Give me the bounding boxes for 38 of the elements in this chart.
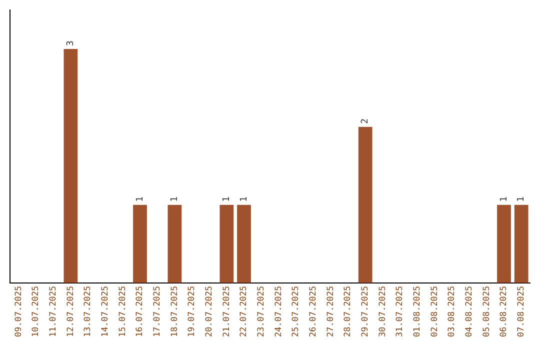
data-label: 1 [499,196,510,202]
x-tick-label: 06.08.2025 [499,286,510,338]
x-tick-label: 05.08.2025 [482,286,492,338]
data-label: 3 [66,40,76,46]
data-label: 1 [222,196,232,202]
x-tick-label: 18.07.2025 [170,286,180,338]
x-tick-label: 13.07.2025 [83,286,94,338]
data-label: 1 [135,196,146,202]
x-tick-label: 02.08.2025 [430,286,440,338]
x-tick-label: 04.08.2025 [464,286,475,338]
data-label: 2 [360,118,371,124]
x-tick-label: 16.07.2025 [135,286,146,338]
x-tick-label: 31.07.2025 [395,286,406,338]
data-label: 1 [239,196,250,202]
x-tick-label: 10.07.2025 [31,286,42,338]
x-tick-label: 26.07.2025 [308,286,319,338]
x-tick-label: 29.07.2025 [360,286,371,338]
x-tick-label: 01.08.2025 [412,286,423,338]
x-tick-label: 27.07.2025 [326,286,336,338]
x-tick-label: 20.07.2025 [204,286,215,338]
x-tick-label: 11.07.2025 [48,286,59,338]
x-tick-label: 19.07.2025 [187,286,198,338]
x-tick-label: 21.07.2025 [222,286,232,338]
x-tick-label: 22.07.2025 [239,286,250,338]
x-tick-label: 12.07.2025 [66,286,76,338]
x-tick-label: 09.07.2025 [14,286,24,338]
x-tick-label: 23.07.2025 [256,286,267,338]
data-label: 1 [170,196,180,202]
x-tick-label: 24.07.2025 [274,286,284,338]
data-label: 1 [516,196,527,202]
x-tick-label: 17.07.2025 [152,286,163,338]
x-tick-label: 07.08.2025 [516,286,527,338]
x-tick-label: 25.07.2025 [291,286,302,338]
x-tick-label: 30.07.2025 [378,286,388,338]
x-tick-label: 14.07.2025 [100,286,111,338]
x-tick-label: 28.07.2025 [343,286,354,338]
x-tick-label: 15.07.2025 [118,286,128,338]
x-tick-label: 03.08.2025 [447,286,458,338]
